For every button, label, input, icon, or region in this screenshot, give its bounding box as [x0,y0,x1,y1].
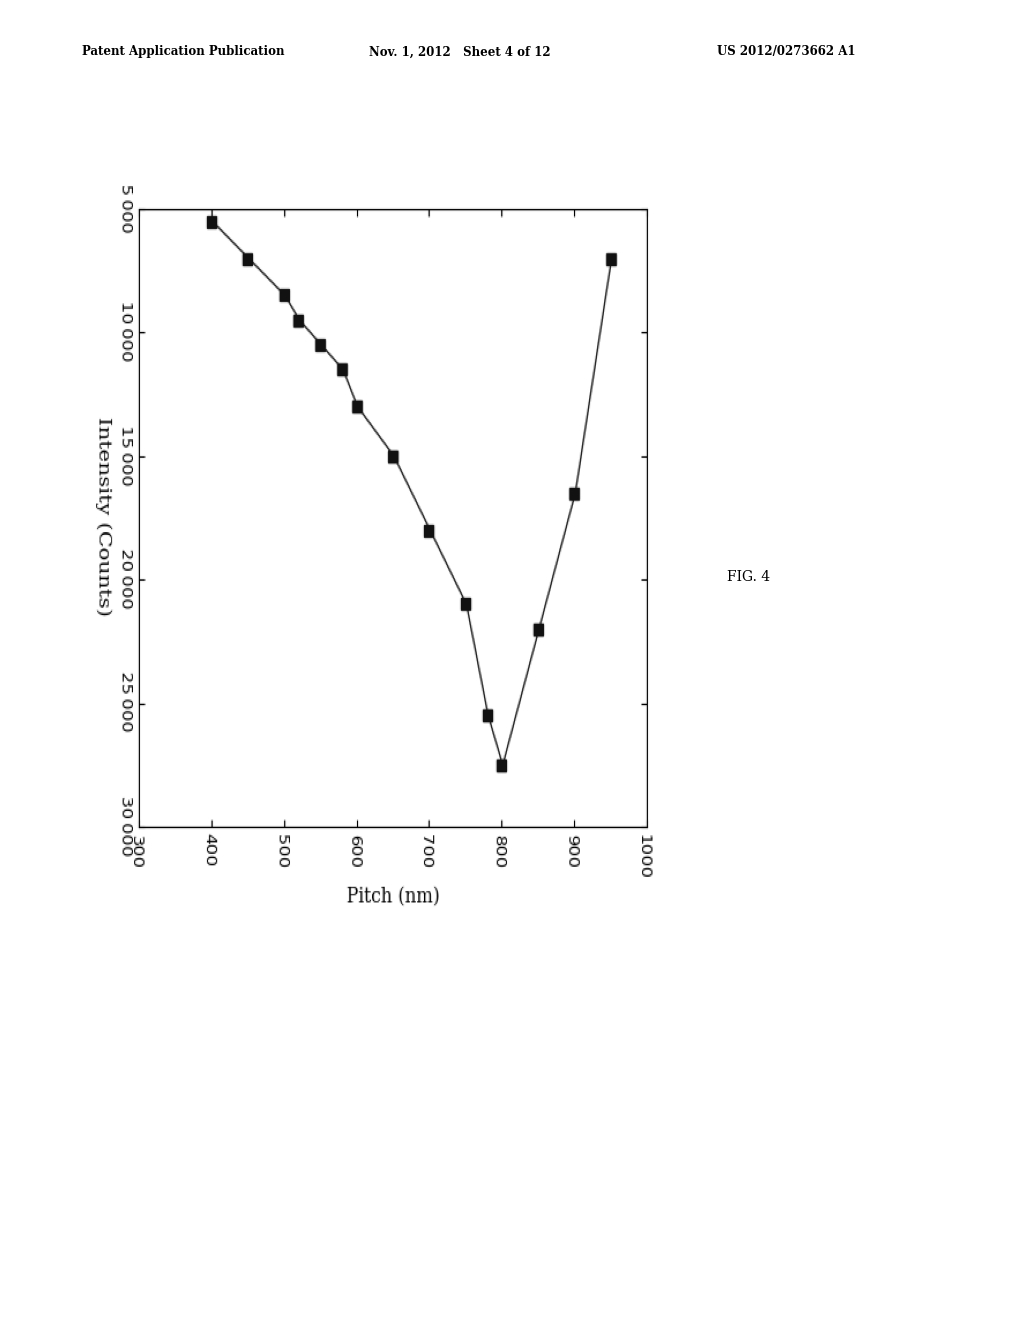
Text: US 2012/0273662 A1: US 2012/0273662 A1 [717,45,855,58]
Text: Patent Application Publication: Patent Application Publication [82,45,285,58]
Text: Nov. 1, 2012   Sheet 4 of 12: Nov. 1, 2012 Sheet 4 of 12 [369,45,550,58]
Text: FIG. 4: FIG. 4 [727,570,770,583]
